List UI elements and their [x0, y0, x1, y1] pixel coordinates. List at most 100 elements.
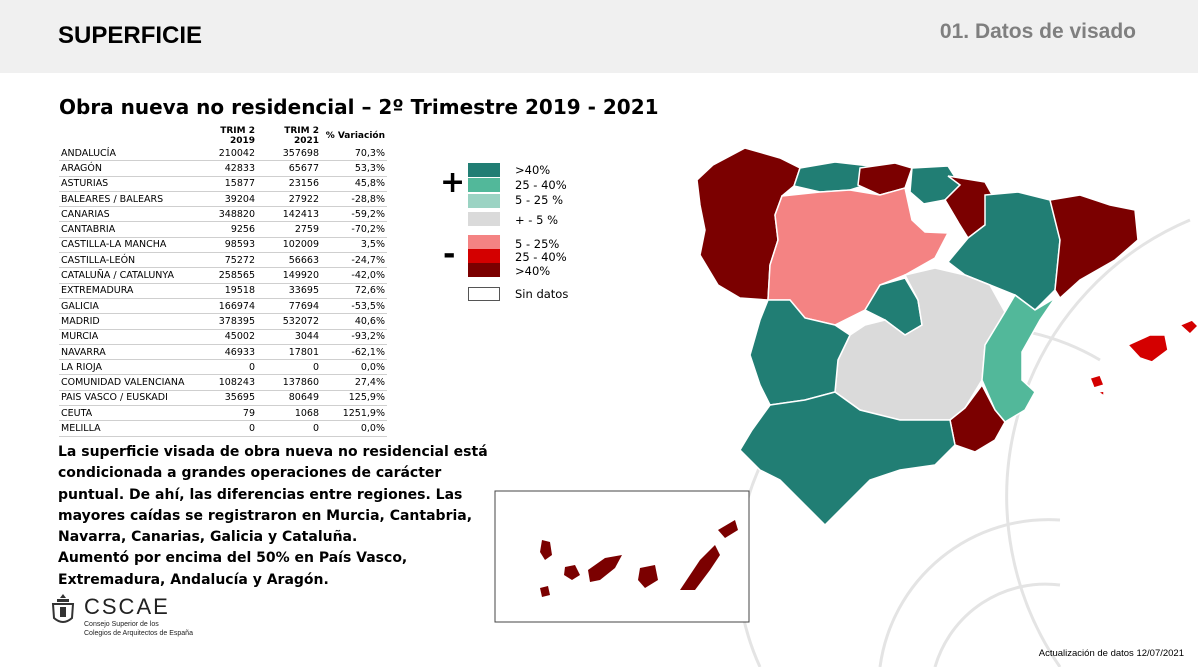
- cscae-logo: CSCAE Consejo Superior de los Colegios d…: [48, 592, 248, 652]
- region-name-cell: ASTURIAS: [59, 176, 193, 192]
- table-row: CEUTA 79 1068 1251,9%: [59, 405, 387, 422]
- table-row: CASTILLA-LEÓN 75272 56663 -24,7%: [59, 252, 387, 269]
- region-baleares-formentera: [1096, 390, 1105, 398]
- value-cell: 9256: [193, 221, 257, 238]
- table-row: BALEARES / BALEARS 39204 27922 -28,8%: [59, 191, 387, 208]
- region-canarias: [540, 520, 738, 597]
- table-row: CATALUÑA / CATALUNYA 258565 149920 -42,0%: [59, 267, 387, 284]
- value-cell: 166974: [193, 298, 257, 315]
- island-el-hierro: [540, 586, 550, 597]
- value-cell: 53,3%: [321, 160, 387, 177]
- value-cell: 75272: [193, 252, 257, 269]
- value-cell: 210042: [193, 146, 257, 162]
- value-cell: 79: [193, 405, 257, 422]
- region-baleares-menorca: [1178, 319, 1198, 336]
- region-cataluna: [1049, 194, 1139, 300]
- value-cell: 0: [257, 420, 321, 437]
- legend-label: 5 - 25 %: [515, 193, 563, 207]
- description-line: mayores caídas se registraron en Murcia,…: [58, 507, 473, 524]
- value-cell: 0: [257, 359, 321, 376]
- value-cell: 532072: [257, 313, 321, 330]
- value-cell: 40,6%: [321, 313, 387, 330]
- table-row: ARAGÓN 42833 65677 53,3%: [59, 160, 387, 177]
- legend-swatch: [468, 194, 500, 208]
- chart-title: Obra nueva no residencial – 2º Trimestre…: [59, 95, 659, 119]
- value-cell: 39204: [193, 191, 257, 208]
- table-row: GALICIA 166974 77694 -53,5%: [59, 298, 387, 315]
- region-baleares: [1126, 334, 1169, 363]
- column-header: TRIM 2 2021: [284, 126, 319, 146]
- value-cell: 3044: [257, 329, 321, 345]
- value-cell: 46933: [193, 344, 257, 361]
- value-cell: 17801: [257, 344, 321, 361]
- value-cell: 0,0%: [321, 359, 387, 376]
- header-bar: [0, 0, 1198, 73]
- value-cell: -28,8%: [321, 191, 387, 208]
- region-name-cell: CASTILLA-LEÓN: [59, 252, 193, 269]
- table-row: MELILLA 0 0 0,0%: [59, 420, 387, 437]
- island-gran-canaria: [638, 565, 658, 588]
- legend-swatch: [468, 249, 500, 263]
- island-lanzarote: [718, 520, 738, 538]
- value-cell: -53,5%: [321, 298, 387, 315]
- value-cell: 70,3%: [321, 146, 387, 162]
- value-cell: 33695: [257, 283, 321, 299]
- region-name-cell: CATALUÑA / CATALUNYA: [59, 267, 193, 284]
- table-row: NAVARRA 46933 17801 -62,1%: [59, 344, 387, 361]
- region-name-cell: EXTREMADURA: [59, 283, 193, 299]
- logo-name: CSCAE: [84, 594, 170, 619]
- logo-subtitle: Consejo Superior de los Colegios de Arqu…: [84, 621, 193, 638]
- value-cell: 72,6%: [321, 283, 387, 299]
- region-name-cell: MURCIA: [59, 329, 193, 345]
- value-cell: -70,2%: [321, 221, 387, 238]
- description-line: Navarra, Canarias, Galicia y Cataluña.: [58, 529, 358, 546]
- logo-subtitle-line: Consejo Superior de los: [84, 621, 159, 628]
- plus-sign: +: [440, 165, 466, 200]
- value-cell: 125,9%: [321, 390, 387, 407]
- value-cell: 27922: [257, 191, 321, 208]
- value-cell: -24,7%: [321, 252, 387, 269]
- value-cell: 348820: [193, 206, 257, 223]
- description-text: La superficie visada de obra nueva no re…: [58, 442, 488, 591]
- value-cell: 80649: [257, 390, 321, 407]
- region-comunidad-valenciana: [981, 293, 1056, 423]
- region-castilla-leon: [767, 187, 950, 326]
- minus-sign: -: [443, 237, 456, 272]
- island-la-gomera: [564, 565, 580, 580]
- description-line: condicionada a grandes operaciones de ca…: [58, 465, 442, 482]
- value-cell: 0: [193, 420, 257, 437]
- region-name-cell: MELILLA: [59, 420, 193, 437]
- value-cell: 0: [193, 359, 257, 376]
- section-label: 01. Datos de visado: [939, 20, 1136, 43]
- legend-label: 25 - 40%: [515, 178, 567, 192]
- value-cell: 65677: [257, 160, 321, 177]
- table-row: CANARIAS 348820 142413 -59,2%: [59, 206, 387, 223]
- legend-swatch: [468, 163, 500, 177]
- region-name-cell: NAVARRA: [59, 344, 193, 361]
- table-row: EXTREMADURA 19518 33695 72,6%: [59, 283, 387, 299]
- logo-subtitle-line: Colegios de Arquitectos de España: [84, 629, 193, 637]
- value-cell: 56663: [257, 252, 321, 269]
- region-name-cell: MADRID: [59, 313, 193, 330]
- legend-swatch: [468, 263, 500, 277]
- value-cell: 27,4%: [321, 374, 387, 391]
- region-name-cell: LA RIOJA: [59, 359, 193, 376]
- value-cell: -62,1%: [321, 344, 387, 361]
- value-cell: 45002: [193, 329, 257, 345]
- region-name-cell: BALEARES / BALEARS: [59, 191, 193, 208]
- island-la-palma: [540, 540, 552, 560]
- value-cell: 2759: [257, 221, 321, 238]
- region-name-cell: CASTILLA-LA MANCHA: [59, 237, 193, 254]
- value-cell: 42833: [193, 160, 257, 177]
- value-cell: 98593: [193, 237, 257, 254]
- region-name-cell: GALICIA: [59, 298, 193, 315]
- region-name-cell: CANARIAS: [59, 206, 193, 223]
- region-andalucia: [739, 391, 956, 527]
- legend-swatch: [468, 287, 500, 301]
- legend-label: + - 5 %: [515, 213, 558, 227]
- crest-icon: [51, 594, 75, 623]
- legend-label: >40%: [515, 264, 551, 278]
- legend-swatch: [468, 178, 500, 192]
- table-row: CASTILLA-LA MANCHA 98593 102009 3,5%: [59, 237, 387, 254]
